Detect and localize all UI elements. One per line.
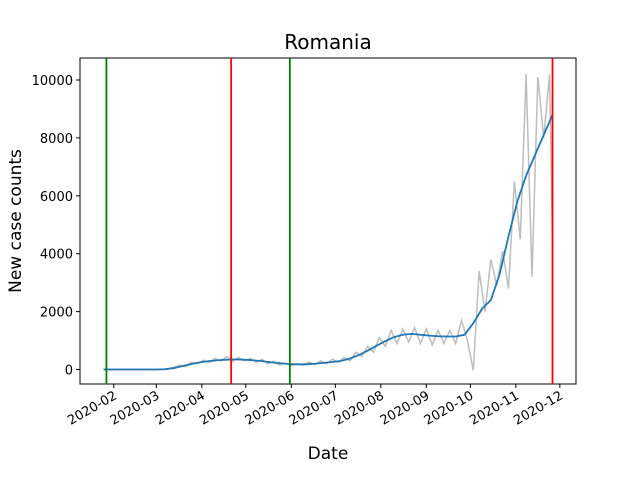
x-tick-label: 2020-11 [467, 388, 522, 428]
x-tick-label: 2020-06 [243, 388, 298, 428]
x-tick-label: 2020-04 [153, 388, 208, 428]
x-tick-label: 2020-03 [108, 388, 163, 428]
y-tick-label: 0 [65, 364, 73, 379]
series-line [103, 74, 554, 371]
x-tick-label: 2020-10 [422, 388, 477, 428]
y-tick-label: 6000 [40, 190, 73, 205]
x-tick-label: 2020-12 [511, 388, 566, 428]
x-axis-label: Date [308, 444, 349, 464]
x-tick-label: 2020-07 [287, 388, 342, 428]
y-axis-label: New case counts [6, 149, 26, 293]
y-tick-label: 2000 [40, 306, 73, 321]
y-tick-label: 4000 [40, 248, 73, 263]
series-line [103, 114, 554, 371]
x-tick-label: 2020-09 [378, 388, 433, 428]
x-tick-label: 2020-08 [332, 388, 387, 428]
chart-title: Romania [284, 30, 371, 54]
plot-frame [79, 57, 577, 385]
y-tick-label: 10000 [32, 74, 73, 89]
x-tick-label: 2020-05 [197, 388, 252, 428]
y-tick-label: 8000 [40, 132, 73, 147]
